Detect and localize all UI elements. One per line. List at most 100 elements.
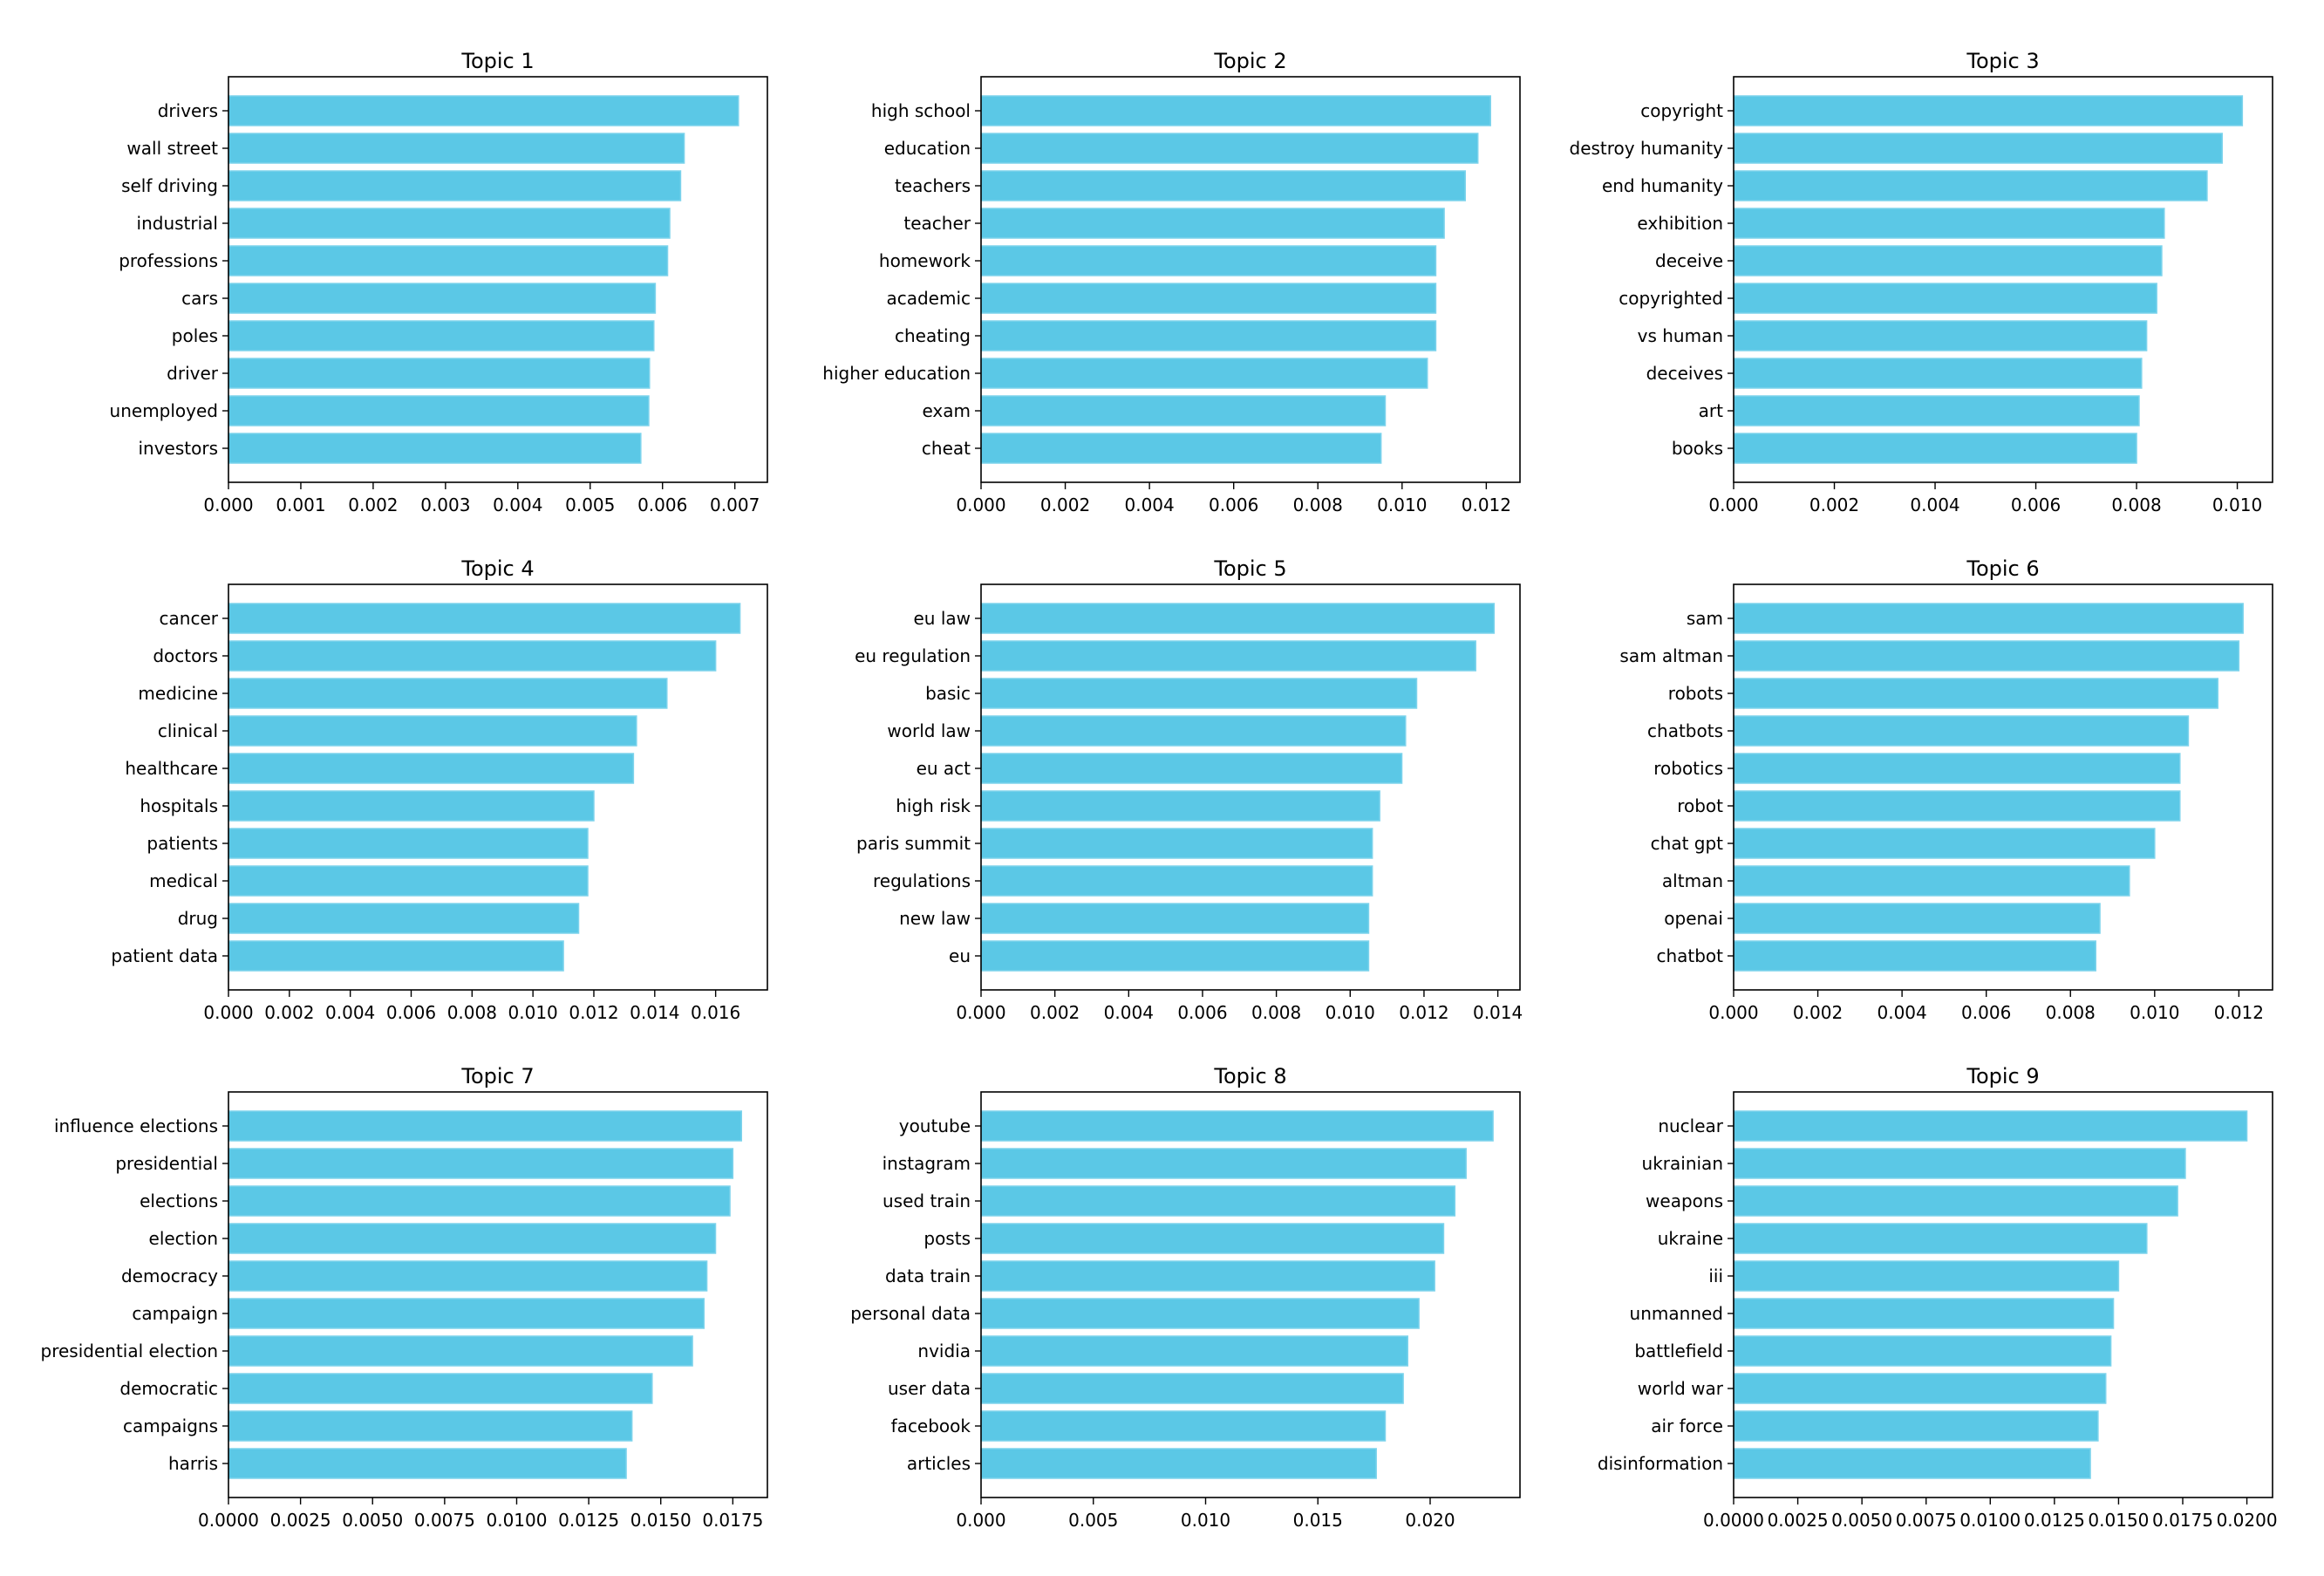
x-tick-label: 0.0150 <box>630 1510 692 1531</box>
category-label: unemployed <box>110 400 218 421</box>
bar <box>228 358 651 389</box>
bar <box>980 1410 1387 1442</box>
category-label: influence elections <box>54 1115 218 1136</box>
category-label: end humanity <box>1602 175 1723 196</box>
x-tick-label: 0.010 <box>508 1002 558 1023</box>
category-label: ukraine <box>1658 1228 1723 1249</box>
chart-panel-7: Topic 7 influence elections presidential el… <box>41 1064 768 1531</box>
x-tick-label: 0.002 <box>1809 495 1859 515</box>
x-tick-label: 0.004 <box>1877 1002 1926 1023</box>
bar <box>228 603 741 634</box>
x-tick-label: 0.010 <box>1181 1510 1230 1531</box>
bar <box>980 1185 1456 1217</box>
x-tick-label: 0.008 <box>1251 1002 1301 1023</box>
category-label: wall street <box>126 138 218 159</box>
bar <box>980 1260 1435 1292</box>
category-label: eu law <box>913 608 971 629</box>
bar <box>1733 395 2140 426</box>
x-tick-label: 0.012 <box>1462 495 1511 515</box>
category-label: battlefield <box>1634 1341 1723 1361</box>
bar <box>228 1373 653 1404</box>
category-label: chat gpt <box>1651 833 1724 854</box>
category-label: world war <box>1638 1378 1724 1399</box>
category-label: vs human <box>1638 325 1723 346</box>
bar <box>980 640 1476 672</box>
bar <box>980 1223 1445 1254</box>
category-label: investors <box>138 438 218 459</box>
bar <box>228 1223 717 1254</box>
category-label: robots <box>1668 683 1723 704</box>
category-label: facebook <box>891 1416 971 1436</box>
category-label: cancer <box>160 608 219 629</box>
category-label: destroy humanity <box>1570 138 1724 159</box>
x-tick-label: 0.0050 <box>342 1510 403 1531</box>
category-label: used train <box>883 1191 971 1211</box>
x-tick-label: 0.020 <box>1405 1510 1455 1531</box>
chart-panel-2: Topic 2 high school education teachers teach… <box>822 49 1521 515</box>
bar <box>228 95 739 126</box>
x-tick-label: 0.008 <box>1293 495 1343 515</box>
bar <box>1733 1148 2186 1179</box>
bar <box>228 1260 708 1292</box>
bar <box>980 95 1491 126</box>
bar <box>1733 358 2143 389</box>
x-tick-label: 0.0025 <box>270 1510 331 1531</box>
bar <box>1733 1335 2112 1367</box>
chart-panel-8: Topic 8 youtube instagram used train posts da… <box>850 1064 1521 1531</box>
bar <box>1733 940 2096 972</box>
bar <box>1733 1373 2107 1404</box>
bar <box>228 1448 627 1479</box>
bar <box>1733 715 2190 747</box>
category-label: poles <box>172 325 218 346</box>
x-tick-label: 0.003 <box>420 495 470 515</box>
x-tick-label: 0.0000 <box>198 1510 259 1531</box>
bar <box>228 1110 743 1142</box>
x-tick-label: 0.000 <box>1708 495 1758 515</box>
x-tick-label: 0.014 <box>630 1002 679 1023</box>
chart-title: Topic 9 <box>1966 1064 2039 1088</box>
category-label: teachers <box>895 175 971 196</box>
category-label: higher education <box>822 363 971 384</box>
category-label: instagram <box>883 1153 971 1174</box>
category-label: sam <box>1687 608 1723 629</box>
bar <box>228 865 589 897</box>
bar <box>228 1335 693 1367</box>
category-label: personal data <box>850 1303 971 1324</box>
x-tick-label: 0.002 <box>1793 1002 1843 1023</box>
category-label: campaigns <box>123 1416 218 1436</box>
chart-title: Topic 4 <box>460 556 534 581</box>
bar <box>980 903 1370 934</box>
category-label: articles <box>907 1453 971 1474</box>
category-label: robot <box>1677 795 1723 816</box>
bar <box>980 283 1437 314</box>
bar <box>1733 1298 2115 1329</box>
bar <box>228 245 669 276</box>
x-tick-label: 0.006 <box>1961 1002 2011 1023</box>
bar <box>1733 603 2244 634</box>
bar <box>1733 433 2137 464</box>
x-tick-label: 0.006 <box>637 495 687 515</box>
x-tick-label: 0.006 <box>1209 495 1258 515</box>
x-tick-label: 0.012 <box>1399 1002 1448 1023</box>
bar <box>228 433 642 464</box>
category-label: elections <box>140 1191 218 1211</box>
axes-frame <box>980 1091 1521 1498</box>
bar <box>1733 1260 2120 1292</box>
x-tick-label: 0.0075 <box>414 1510 475 1531</box>
category-label: election <box>149 1228 218 1249</box>
category-label: robotics <box>1653 758 1723 779</box>
category-label: exhibition <box>1637 213 1723 234</box>
x-tick-label: 0.000 <box>956 495 1005 515</box>
x-tick-label: 0.008 <box>447 1002 497 1023</box>
bar <box>980 320 1437 351</box>
bar <box>980 170 1466 201</box>
category-label: education <box>884 138 971 159</box>
category-label: altman <box>1662 870 1723 891</box>
category-label: presidential election <box>41 1341 218 1361</box>
category-label: eu regulation <box>855 645 971 666</box>
category-label: regulations <box>873 870 971 891</box>
axes-frame <box>228 76 768 483</box>
x-tick-label: 0.007 <box>710 495 760 515</box>
category-label: posts <box>923 1228 971 1249</box>
bar <box>228 1298 705 1329</box>
